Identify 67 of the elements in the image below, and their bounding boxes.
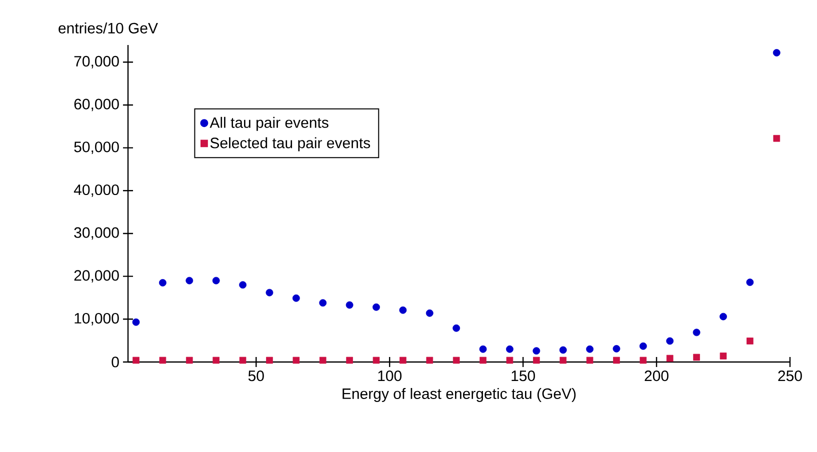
point	[319, 356, 326, 364]
point	[506, 356, 514, 364]
point	[506, 345, 514, 353]
point	[720, 312, 727, 320]
x-tick-label: 50	[248, 370, 264, 382]
point	[692, 328, 700, 336]
point	[132, 318, 140, 326]
point	[239, 356, 246, 364]
x-tick-label: 200	[644, 370, 668, 382]
y-tick-label: 70,000	[74, 56, 119, 68]
x-tick-label: 150	[512, 370, 535, 382]
point	[239, 281, 246, 289]
point	[372, 356, 380, 364]
point	[532, 347, 540, 355]
x-tick-label: 100	[378, 370, 402, 382]
x-axis-title: Energy of least energetic tau (GeV)	[342, 388, 576, 402]
legend-label: Selected tau pair events	[210, 137, 370, 152]
point	[212, 276, 220, 284]
point	[693, 354, 700, 361]
point	[746, 338, 754, 344]
point	[372, 303, 380, 311]
point	[612, 345, 620, 352]
point	[212, 356, 220, 364]
point	[186, 276, 194, 284]
y-tick-label: 0	[112, 356, 119, 368]
point	[666, 354, 674, 362]
y-axis-title: entries/10 GeV	[58, 22, 158, 34]
point	[639, 342, 647, 350]
point	[560, 356, 567, 364]
point	[186, 356, 193, 364]
point	[586, 345, 594, 353]
point	[399, 306, 407, 314]
point	[159, 279, 166, 286]
y-tick-label: 10,000	[74, 312, 119, 326]
point	[292, 294, 300, 302]
point	[266, 356, 273, 364]
point	[773, 134, 780, 142]
point	[666, 337, 674, 345]
point	[400, 356, 406, 364]
point	[720, 352, 727, 360]
point	[292, 356, 300, 364]
point	[559, 346, 567, 354]
legend-label: All tau pair events	[210, 116, 328, 131]
point	[132, 356, 140, 364]
y-tick-label: 50,000	[74, 142, 119, 154]
point	[640, 356, 647, 364]
y-tick-label: 40,000	[74, 184, 119, 197]
point	[772, 49, 780, 56]
point	[452, 356, 460, 364]
y-tick-label: 60,000	[74, 98, 119, 112]
point	[586, 356, 594, 364]
point	[426, 356, 434, 364]
point	[746, 278, 754, 286]
point	[426, 309, 434, 317]
point	[452, 324, 460, 332]
x-tick-label: 250	[778, 370, 802, 382]
point	[346, 356, 353, 364]
y-tick-label: 20,000	[74, 270, 119, 283]
point	[613, 356, 620, 364]
point	[319, 299, 327, 307]
point	[533, 356, 540, 364]
point	[480, 356, 486, 364]
point	[266, 288, 274, 296]
point	[346, 301, 354, 309]
point	[479, 345, 487, 353]
y-tick-label: 30,000	[74, 227, 119, 240]
point	[159, 356, 166, 364]
